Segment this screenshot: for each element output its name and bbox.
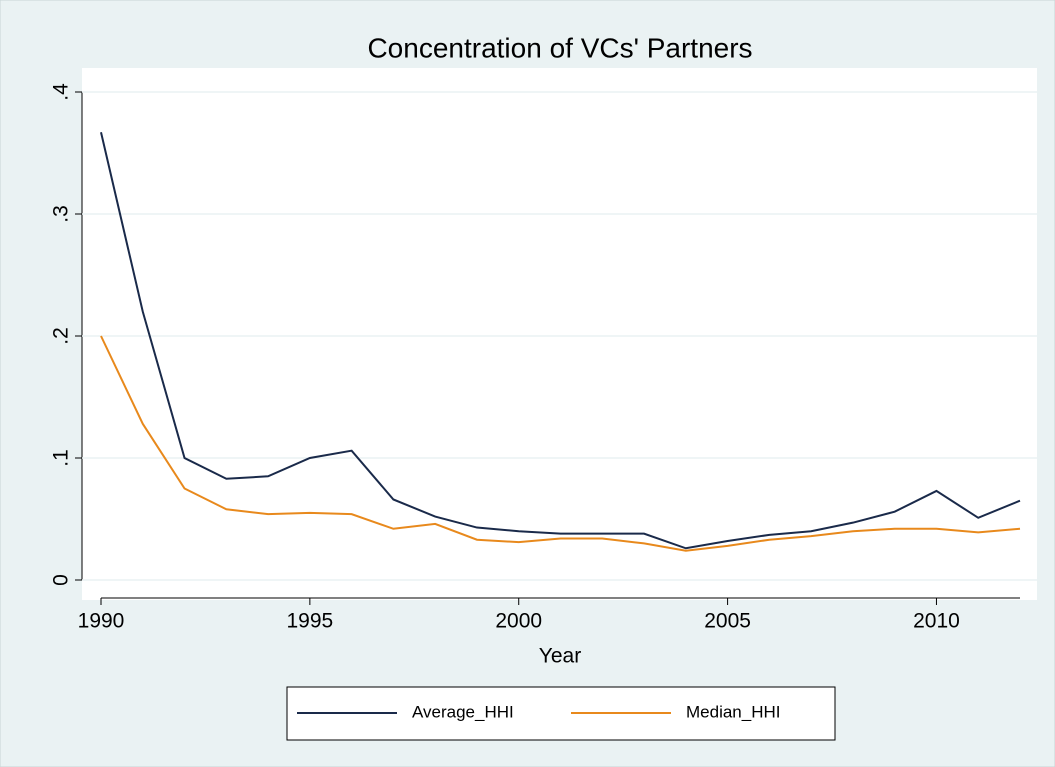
x-tick-label: 1990 [78,610,125,633]
legend-label: Median_HHI [686,702,781,721]
x-axis-label: Year [539,645,581,668]
y-tick-label: .3 [50,205,73,223]
y-tick-label: 0 [50,574,73,586]
legend-label: Average_HHI [412,702,514,721]
x-tick-label: 2005 [704,610,751,633]
x-tick-label: 2010 [913,610,960,633]
y-tick-label: .2 [50,327,73,345]
y-tick-label: .1 [50,449,73,467]
x-tick-label: 2000 [495,610,542,633]
line-series [100,132,1021,550]
y-tick-label: .4 [50,83,73,101]
plot-area [82,68,1037,600]
line-series [100,335,1021,552]
chart-title: Concentration of VCs' Partners [367,32,752,63]
x-tick-label: 1995 [287,610,334,633]
